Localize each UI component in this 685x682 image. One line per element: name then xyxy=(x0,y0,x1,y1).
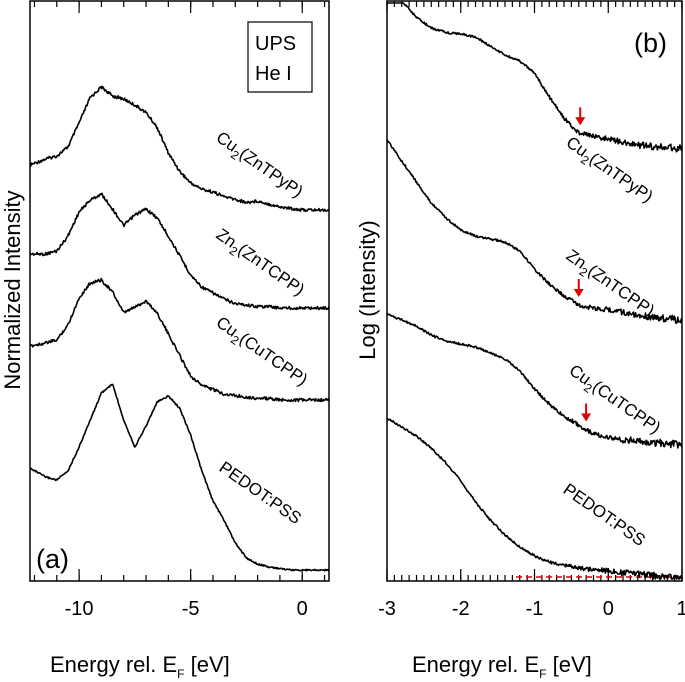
a-series-2-line xyxy=(29,277,330,403)
a-series-2-label: Cu2(CuTCPP) xyxy=(210,313,311,393)
a-series-0-label: Cu2(ZnTPyP) xyxy=(210,128,306,205)
b-series-0-line xyxy=(386,2,683,153)
panel-b-arrows xyxy=(573,107,592,422)
panel-a-x-ticks: -10 -5 0 xyxy=(33,1,326,620)
b-tick-label: -1 xyxy=(526,598,544,620)
b-series-3-label: PEDOT:PSS xyxy=(560,480,649,550)
panel-a-ylabel: Normalized Intensity xyxy=(0,190,25,389)
series-label-tail: (ZnTCPP) xyxy=(234,240,308,299)
panel-a-series-labels: Cu2(ZnTPyP) Zn2(ZnTCPP) Cu2(CuTCPP) PEDOT:P… xyxy=(210,128,311,528)
panel-b-ylabel: Log (Intensity) xyxy=(355,220,380,359)
panel-b-x-ticks: -3 -2 -1 0 1 xyxy=(378,1,685,620)
panel-a-frame xyxy=(29,0,330,582)
panel-a-xlabel: Energy rel. EF [eV] xyxy=(50,652,230,681)
panel-b-xlabel-sub: F xyxy=(539,667,546,681)
series-label-tail: (ZnTPyP) xyxy=(236,144,306,201)
b-tick-label: 0 xyxy=(603,598,614,620)
b-series-1-arrow-head xyxy=(573,289,584,297)
a-series-3-label: PEDOT:PSS xyxy=(216,458,305,528)
series-label-main: PEDOT:PSS xyxy=(216,458,305,528)
b-tick-label: 1 xyxy=(676,598,685,620)
panel-a-curves xyxy=(29,85,330,572)
series-label-tail: (CuTCPP) xyxy=(236,329,311,390)
series-label-tail: (CuTCPP) xyxy=(589,377,664,438)
panel-a: -10 -5 0 Cu2(ZnTPyP) Zn2(ZnTCPP) Cu2(CuTCPP)… xyxy=(0,0,330,681)
panel-b-xlabel-main: Energy rel. E xyxy=(412,652,539,677)
panel-a-letter: (a) xyxy=(36,544,69,574)
b-tick-label: -3 xyxy=(378,598,396,620)
b-series-2-label: Cu2(CuTCPP) xyxy=(563,361,664,441)
panel-b: -3 -2 -1 0 1 Cu2(ZnTPyP)Zn2(ZnTCPP)Cu2(CuTCP… xyxy=(355,0,685,681)
panel-a-xlabel-sub: F xyxy=(177,667,184,681)
b-series-2-line xyxy=(386,313,683,449)
panel-b-letter: (b) xyxy=(634,28,667,58)
a-series-0-line xyxy=(29,85,330,213)
b-tick-label: -2 xyxy=(452,598,470,620)
panel-a-xlabel-tail: [eV] xyxy=(185,652,230,677)
legend-box-line-1: UPS xyxy=(255,33,296,55)
b-series-3-line xyxy=(386,417,683,580)
a-tick-label: -10 xyxy=(65,598,94,620)
b-series-0-arrow-head xyxy=(575,117,586,126)
a-series-3-line xyxy=(29,383,330,572)
panel-a-xlabel-main: Energy rel. E xyxy=(50,652,177,677)
series-label-main: PEDOT:PSS xyxy=(560,480,649,550)
a-series-1-label: Zn2(ZnTCPP) xyxy=(210,225,308,303)
a-tick-label: 0 xyxy=(297,598,308,620)
a-tick-label: -5 xyxy=(182,598,200,620)
legend-box-line-2: He I xyxy=(255,63,292,85)
b-series-1-line xyxy=(386,139,683,324)
b-series-2-arrow-head xyxy=(581,413,592,422)
legend-box xyxy=(247,21,313,93)
panel-b-xlabel-tail: [eV] xyxy=(547,652,592,677)
a-series-1-line xyxy=(29,192,330,311)
panel-b-curves xyxy=(386,2,683,580)
panel-b-series-labels: Cu2(ZnTPyP)Zn2(ZnTCPP)Cu2(CuTCPP)PEDOT:P… xyxy=(560,133,664,550)
series-label-tail: (ZnTPyP) xyxy=(586,149,656,206)
panel-b-xlabel: Energy rel. EF [eV] xyxy=(412,652,592,681)
